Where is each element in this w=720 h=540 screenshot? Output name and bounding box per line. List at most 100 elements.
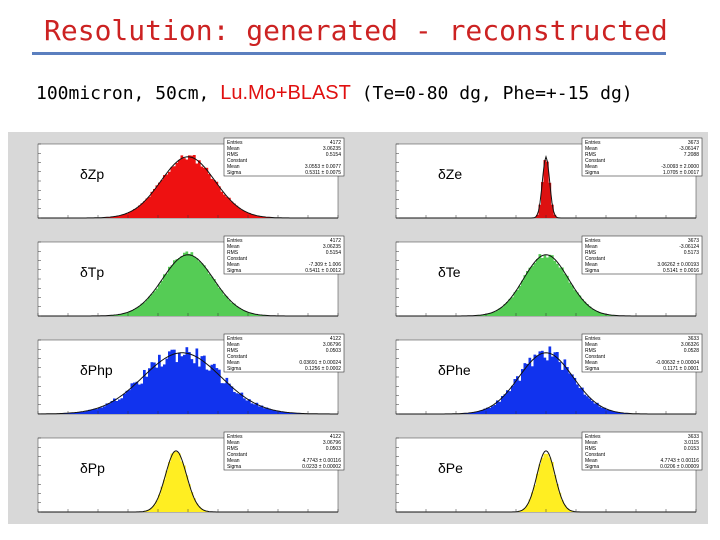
hist-bar bbox=[178, 258, 181, 316]
hist-bar bbox=[493, 404, 497, 414]
subtitle-post: (Te=0-80 dg, Phe=+-15 dg) bbox=[350, 83, 633, 104]
hist-bar bbox=[483, 408, 487, 414]
hist-bar bbox=[185, 475, 189, 512]
hist-bar bbox=[85, 410, 89, 414]
hist-bar bbox=[481, 314, 484, 316]
hist-bar bbox=[213, 279, 216, 316]
hist-bar bbox=[248, 312, 251, 316]
hist-bar bbox=[118, 215, 121, 218]
hist-bar bbox=[508, 391, 512, 414]
hist-bar bbox=[581, 298, 584, 316]
hist-bar bbox=[130, 210, 134, 218]
hist-bar bbox=[105, 403, 109, 414]
stats-box bbox=[223, 333, 345, 373]
stats-key: Sigma bbox=[585, 366, 599, 372]
hist-bar bbox=[138, 384, 141, 414]
hist-bar bbox=[195, 258, 199, 316]
stats-value: 0.0206 ± 0.00009 bbox=[660, 464, 699, 470]
hist-bar bbox=[601, 313, 604, 316]
hist-bar bbox=[506, 390, 509, 414]
stats-value: 3.06796 bbox=[323, 342, 341, 348]
hist-bar bbox=[100, 407, 104, 414]
hist-bar bbox=[260, 405, 264, 414]
hist-bar bbox=[260, 216, 264, 218]
hist-bar bbox=[478, 411, 482, 414]
hist-bar bbox=[538, 464, 542, 512]
stats-value: 4122 bbox=[330, 336, 341, 342]
panel-label: δPhp bbox=[80, 362, 113, 378]
hist-bar bbox=[145, 376, 149, 414]
stats-key: Constant bbox=[227, 354, 248, 360]
hist-bar bbox=[548, 254, 552, 316]
hist-bar bbox=[160, 280, 164, 316]
hist-bar bbox=[138, 306, 141, 316]
hist-bar bbox=[553, 352, 557, 414]
hist-bar bbox=[198, 261, 201, 316]
hist-bar bbox=[576, 292, 579, 316]
stats-box bbox=[223, 431, 345, 471]
hist-bar bbox=[553, 474, 557, 512]
hist-bar bbox=[543, 255, 547, 316]
hist-bar bbox=[278, 411, 281, 414]
hist-bar bbox=[571, 285, 574, 316]
hist-bar bbox=[496, 310, 499, 316]
hist-bar bbox=[508, 298, 512, 316]
hist-bar bbox=[603, 407, 607, 414]
stats-key: RMS bbox=[585, 152, 597, 158]
hist-bar bbox=[193, 498, 196, 512]
hist-bar bbox=[608, 314, 612, 316]
hist-bar bbox=[285, 412, 289, 414]
panel-label: δTe bbox=[438, 264, 461, 280]
hist-bar bbox=[218, 186, 221, 218]
hist-bar bbox=[148, 368, 151, 414]
hist-bar bbox=[255, 402, 259, 414]
hist-bar bbox=[110, 400, 114, 414]
panel-label: δZe bbox=[438, 166, 463, 182]
hist-bar bbox=[280, 411, 284, 414]
hist-bar bbox=[163, 479, 166, 512]
stats-box bbox=[581, 431, 703, 471]
hist-bar bbox=[553, 260, 557, 316]
hist-bar bbox=[120, 313, 124, 316]
hist-bar bbox=[253, 214, 256, 218]
hist-bar bbox=[185, 347, 189, 414]
hist-bar bbox=[165, 174, 169, 218]
hist-bar bbox=[518, 285, 522, 316]
stats-key: RMS bbox=[227, 250, 239, 256]
hist-bar bbox=[238, 207, 241, 218]
stats-value: 3.06235 bbox=[323, 244, 341, 250]
hist-bar bbox=[183, 252, 186, 316]
stats-box bbox=[223, 137, 345, 177]
hist-bar bbox=[238, 307, 241, 316]
hist-bar bbox=[493, 311, 497, 316]
hist-bar bbox=[178, 159, 181, 218]
stats-value: 0.03691 ± 0.00024 bbox=[299, 360, 341, 366]
hist-bar bbox=[200, 166, 204, 218]
hist-bar bbox=[293, 413, 296, 414]
hist-bar bbox=[586, 304, 589, 316]
stats-value: 0.5311 ± 0.0075 bbox=[305, 170, 341, 176]
stats-key: Entries bbox=[227, 140, 243, 146]
hist-bar bbox=[613, 411, 617, 414]
hist-bar bbox=[588, 306, 592, 316]
hist-bar bbox=[160, 486, 164, 512]
hist-bar bbox=[78, 412, 81, 414]
hist-bar bbox=[188, 253, 191, 316]
stats-value: 4122 bbox=[330, 434, 341, 440]
hist-bar bbox=[170, 453, 174, 512]
stats-key: Entries bbox=[585, 140, 601, 146]
hist-bar bbox=[133, 309, 136, 316]
hist-bar bbox=[115, 216, 119, 218]
hist-bar bbox=[208, 370, 211, 414]
hist-bar bbox=[621, 412, 624, 414]
hist-bar bbox=[215, 368, 219, 414]
hist-bar bbox=[531, 366, 534, 414]
hist-bar bbox=[541, 257, 544, 316]
hist-bar bbox=[225, 377, 229, 414]
hist-bar bbox=[503, 304, 507, 316]
hist-bar bbox=[481, 410, 484, 414]
stats-value: 0.0503 bbox=[326, 348, 342, 354]
